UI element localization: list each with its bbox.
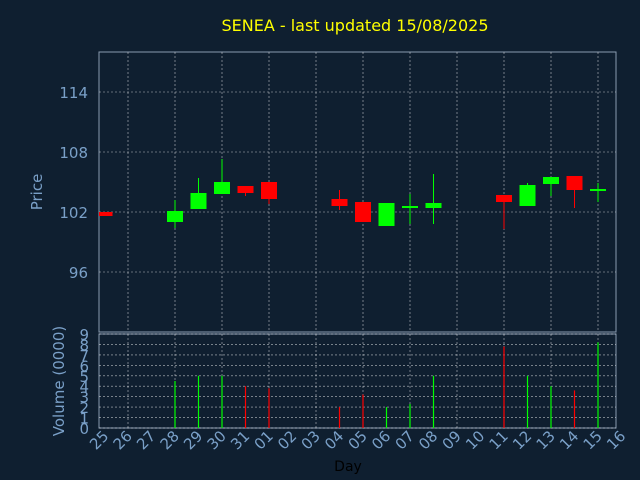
candle-body: [496, 195, 512, 202]
x-tick-label: 02: [274, 427, 300, 453]
x-tick-label: 06: [368, 427, 394, 453]
volume-tick-label: 2: [79, 399, 89, 417]
x-tick-label: 08: [415, 427, 441, 453]
x-axis-label: Day: [334, 459, 362, 475]
price-y-tick-labels: 96 102 108 114: [59, 84, 88, 282]
x-tick-label: 25: [86, 427, 112, 453]
x-tick-label: 26: [110, 427, 136, 453]
volume-bars: [174, 342, 599, 428]
x-tick-label: 16: [603, 427, 629, 453]
candles: [99, 159, 606, 229]
x-tick-label: 27: [133, 427, 159, 453]
candle-body: [355, 202, 371, 222]
x-tick-label: 09: [439, 427, 465, 453]
volume-plot-frame: [98, 333, 617, 429]
candle-body: [402, 206, 418, 208]
candle-body: [190, 193, 207, 209]
x-tick-label: 07: [392, 427, 418, 453]
candle-body: [590, 189, 606, 191]
price-tick-label: 102: [59, 204, 88, 222]
x-tick-label: 31: [227, 427, 253, 453]
candle-body: [543, 177, 559, 184]
price-tick-label: 114: [59, 84, 88, 102]
volume-tick-label: 3: [79, 389, 89, 407]
candle-body: [566, 176, 583, 190]
price-axis-label: Price: [28, 174, 46, 211]
volume-tick-label: 7: [79, 347, 89, 365]
x-tick-label: 28: [157, 427, 183, 453]
candle-body: [167, 211, 183, 222]
x-tick-labels: 2526272829303101020304050607080910111213…: [86, 427, 629, 453]
price-plot-frame: [98, 51, 617, 333]
candle-body: [331, 199, 348, 206]
x-tick-label: 03: [298, 427, 324, 453]
volume-tick-label: 8: [79, 336, 89, 354]
volume-tick-label: 5: [79, 368, 89, 386]
price-grid: [99, 52, 616, 332]
x-tick-label: 10: [462, 427, 488, 453]
volume-tick-label: 9: [79, 326, 89, 344]
x-tick-label: 04: [321, 427, 347, 453]
volume-tick-label: 0: [79, 420, 89, 438]
price-panel: 96 102 108 114 Price: [28, 51, 617, 333]
volume-grid: [99, 333, 616, 429]
x-tick-label: 30: [204, 427, 230, 453]
volume-axis-label: Volume (0000): [50, 326, 68, 436]
volume-tick-label: 1: [79, 410, 89, 428]
candle-body: [261, 182, 277, 199]
x-tick-label: 29: [180, 427, 206, 453]
chart-title: SENEA - last updated 15/08/2025: [221, 16, 488, 35]
candle-body: [519, 185, 536, 206]
volume-tick-label: 6: [79, 357, 89, 375]
x-tick-label: 11: [486, 427, 512, 453]
candle-body: [425, 203, 442, 208]
volume-tick-label: 4: [79, 378, 89, 396]
price-tick-label: 96: [69, 264, 88, 282]
x-tick-label: 13: [533, 427, 559, 453]
x-tick-label: 05: [345, 427, 371, 453]
candle-body: [99, 212, 113, 216]
candle-body: [237, 186, 254, 193]
x-tick-label: 15: [580, 427, 606, 453]
x-tick-label: 12: [509, 427, 535, 453]
candle-body: [378, 203, 395, 226]
candle-body: [214, 182, 230, 194]
x-tick-label: 14: [556, 427, 582, 453]
price-tick-label: 108: [59, 144, 88, 162]
x-tick-label: 01: [251, 427, 277, 453]
